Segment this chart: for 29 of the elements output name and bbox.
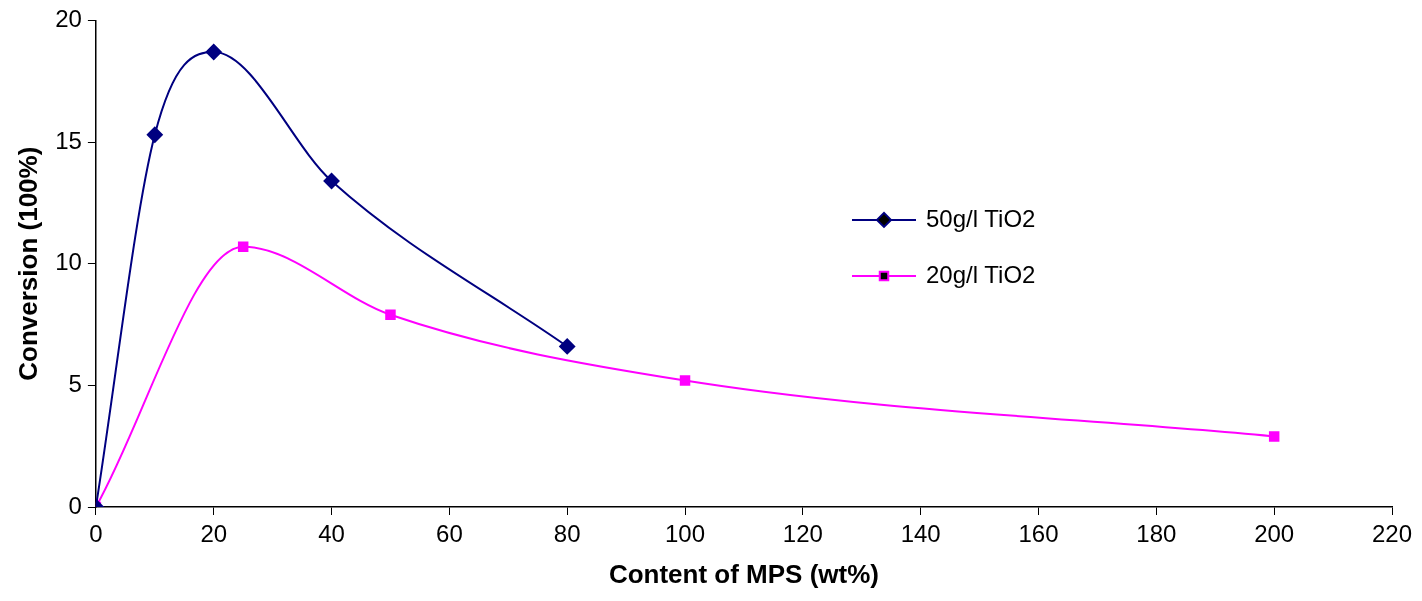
x-tick-label: 160 xyxy=(1018,520,1059,548)
x-tick-label: 220 xyxy=(1371,520,1413,548)
x-tick-label: 20 xyxy=(200,520,228,548)
y-tick-label: 5 xyxy=(68,369,82,397)
x-tick-label: 80 xyxy=(553,520,581,548)
y-axis-title: Conversion (100%) xyxy=(12,146,43,381)
x-tick-label: 120 xyxy=(782,520,823,548)
point xyxy=(1268,431,1280,442)
x-tick-label: 180 xyxy=(1136,520,1177,548)
y-tick-label: 0 xyxy=(68,491,82,519)
point xyxy=(679,375,691,386)
x-tick-label: 0 xyxy=(89,520,103,548)
y-tick-label: 20 xyxy=(55,5,82,33)
point xyxy=(205,44,222,61)
x-tick-label: 60 xyxy=(436,520,463,548)
y-tick-label: 15 xyxy=(55,126,82,154)
legend-label: 50g/l TiO2 xyxy=(926,204,1036,232)
point xyxy=(237,241,249,252)
x-tick-label: 140 xyxy=(900,520,941,548)
x-tick-label: 100 xyxy=(665,520,706,548)
point xyxy=(559,338,576,355)
point xyxy=(146,126,163,143)
x-tick-label: 40 xyxy=(318,520,345,548)
legend-label: 20g/l TiO2 xyxy=(926,260,1036,288)
point xyxy=(385,309,396,321)
x-axis-title: Content of MPS (wt%) xyxy=(608,558,879,589)
x-tick-label: 200 xyxy=(1254,520,1295,548)
y-tick-label: 10 xyxy=(55,248,82,276)
point xyxy=(323,172,340,189)
